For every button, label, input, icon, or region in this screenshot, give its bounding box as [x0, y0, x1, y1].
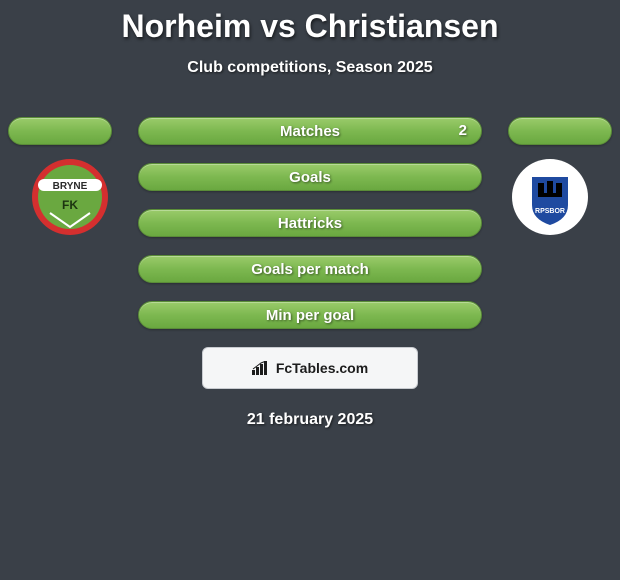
- stat-row-goals: Goals: [0, 163, 620, 193]
- stat-row-matches: Matches 2: [0, 117, 620, 147]
- page-title: Norheim vs Christiansen: [0, 8, 620, 45]
- stat-pill-goals: Goals: [138, 163, 482, 191]
- stat-label: Goals: [289, 169, 331, 186]
- stat-label: Min per goal: [266, 307, 354, 324]
- stat-pill-matches: Matches 2: [138, 117, 482, 145]
- page-subtitle: Club competitions, Season 2025: [0, 59, 620, 77]
- stat-pill-hattricks: Hattricks: [138, 209, 482, 237]
- stat-pill-mpg: Min per goal: [138, 301, 482, 329]
- stat-label: Goals per match: [251, 261, 369, 278]
- away-player-pill: [508, 117, 612, 145]
- home-player-pill: [8, 117, 112, 145]
- stat-label: Hattricks: [278, 215, 342, 232]
- stat-value-right: 2: [459, 122, 467, 139]
- stat-pill-gpm: Goals per match: [138, 255, 482, 283]
- chart-icon: [252, 361, 270, 375]
- footer-date: 21 february 2025: [0, 411, 620, 429]
- brand-text: FcTables.com: [276, 360, 368, 376]
- stat-row-mpg: Min per goal: [0, 301, 620, 331]
- stat-row-hattricks: Hattricks: [0, 209, 620, 239]
- brand-box[interactable]: FcTables.com: [202, 347, 418, 389]
- stat-label: Matches: [280, 123, 340, 140]
- stat-row-gpm: Goals per match: [0, 255, 620, 285]
